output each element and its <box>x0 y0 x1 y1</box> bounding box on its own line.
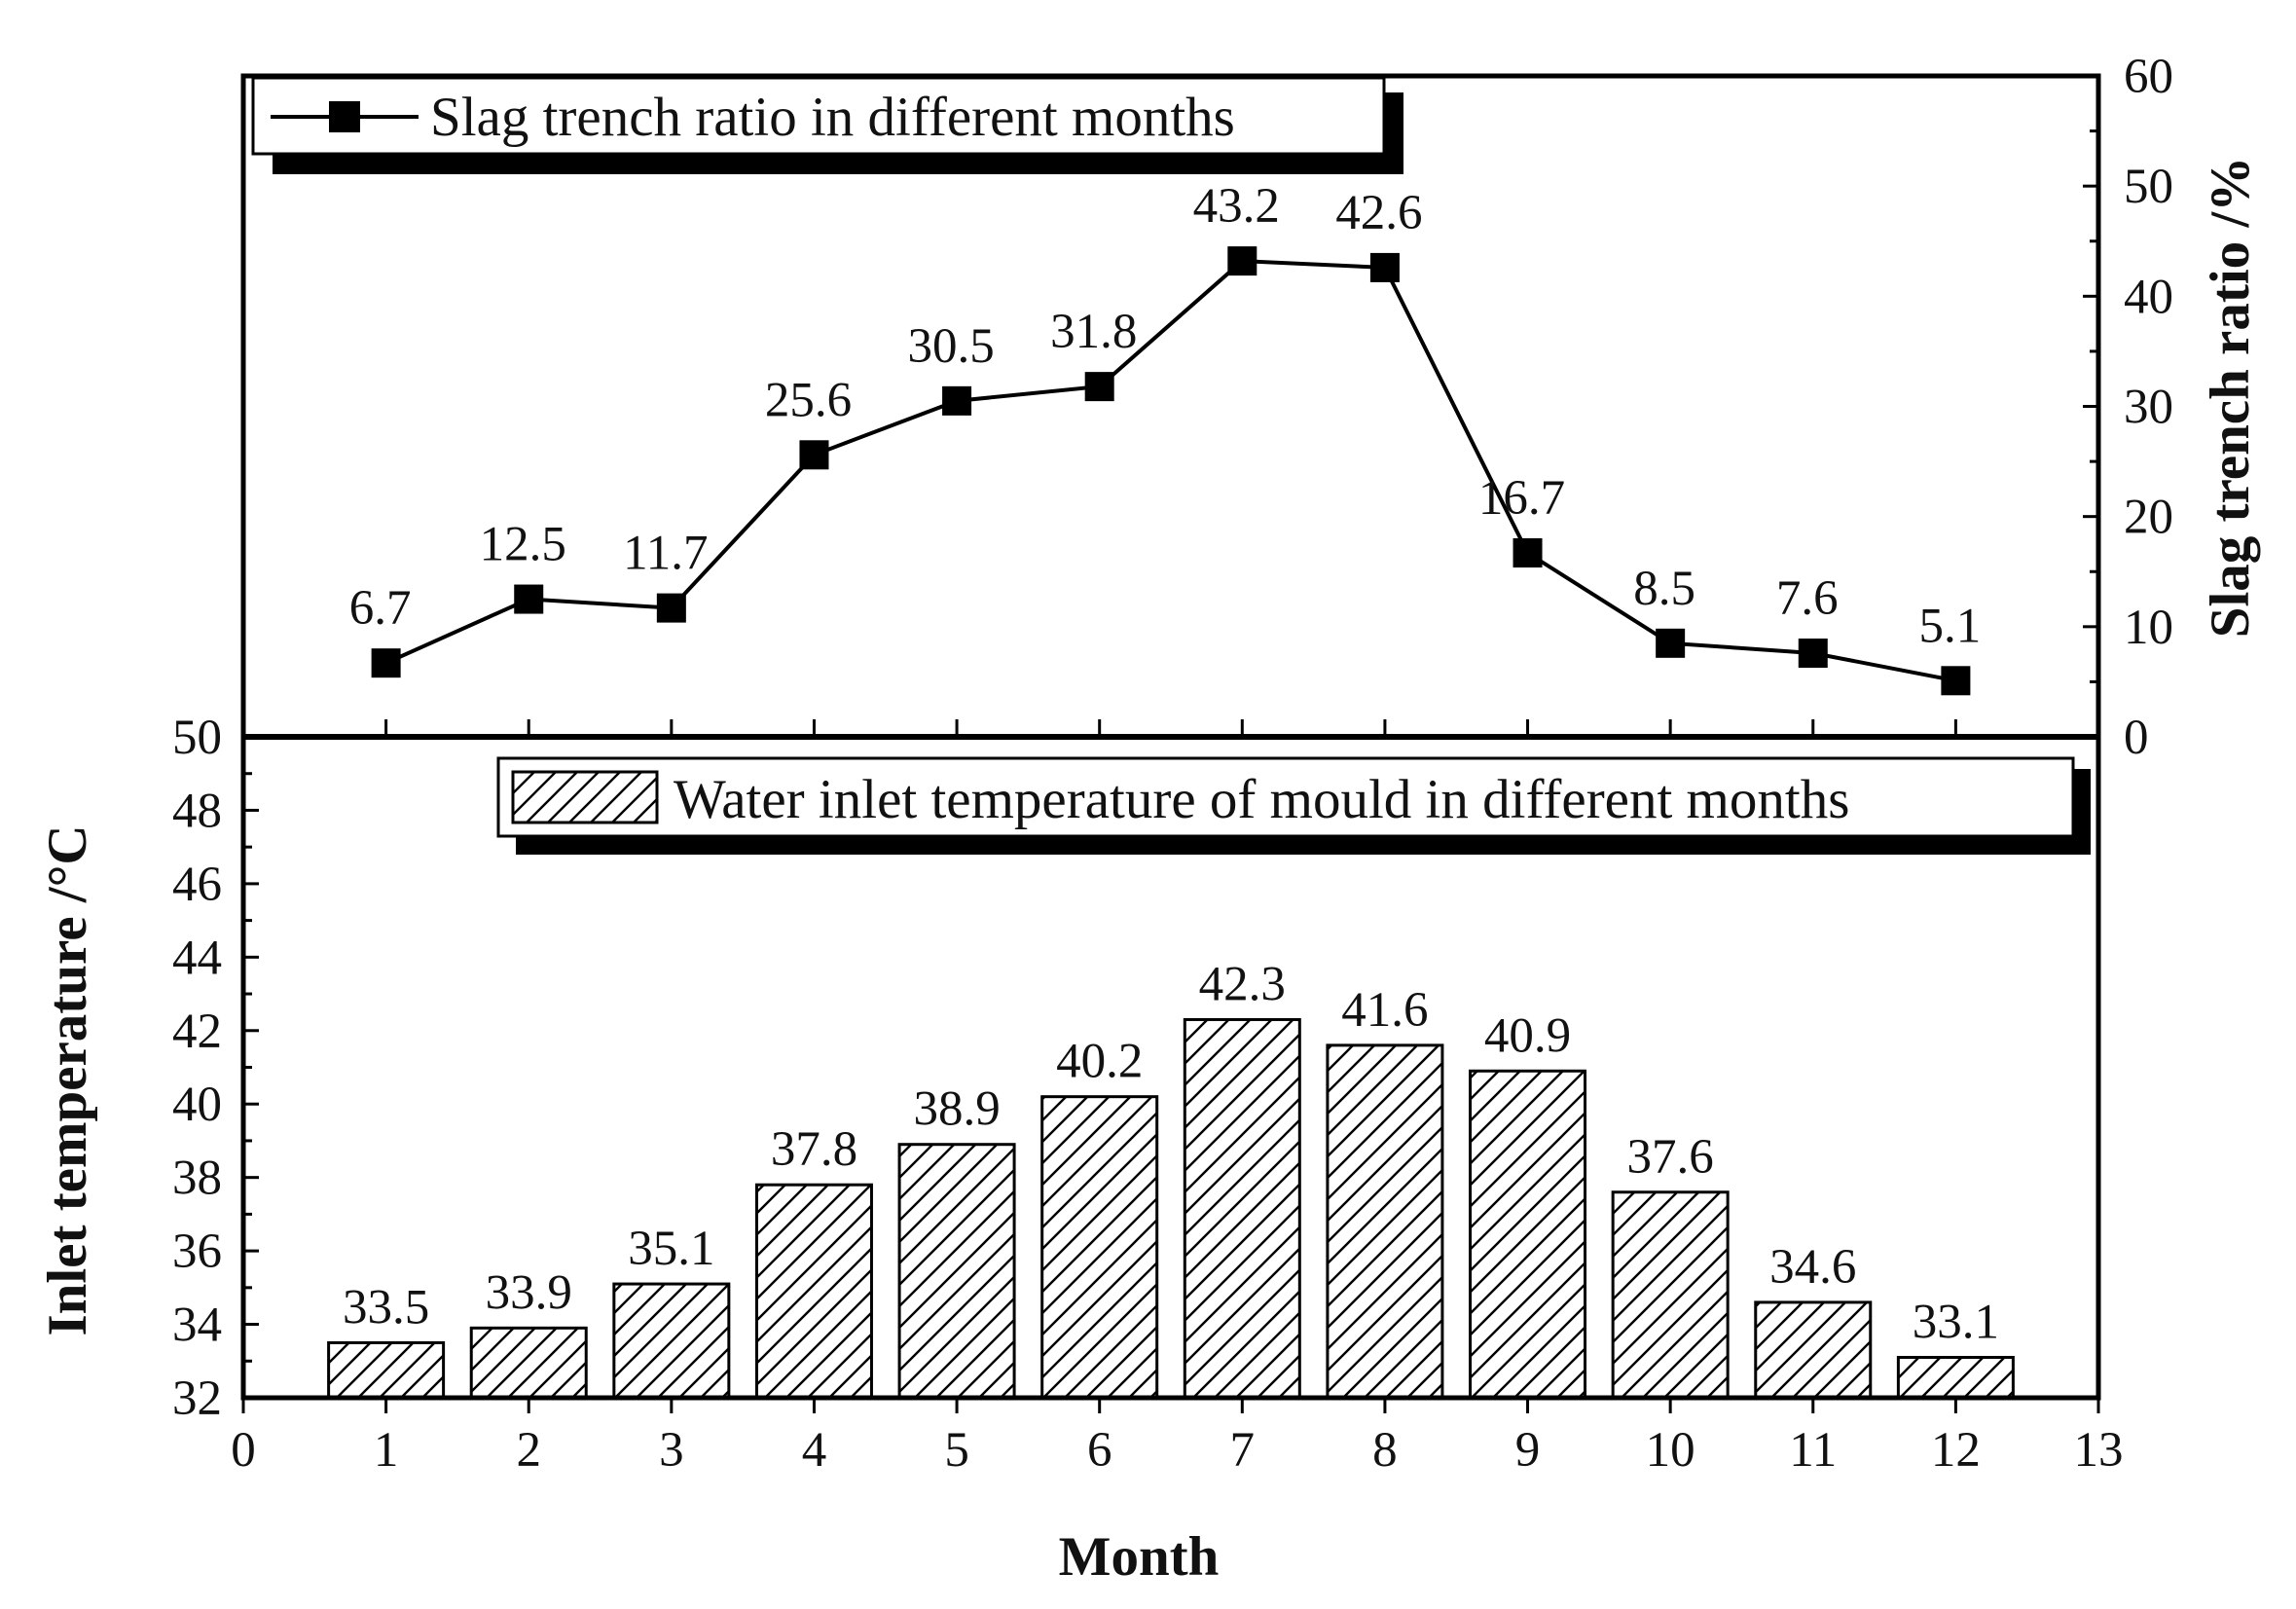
temperature-bar <box>469 1326 588 1400</box>
x-tick-label: 7 <box>1230 1423 1256 1478</box>
right-tick-label: 30 <box>2124 381 2173 435</box>
ratio-data-label: 6.7 <box>349 581 412 636</box>
slag-ratio-line <box>384 259 1956 683</box>
left-tick-label: 32 <box>172 1371 222 1426</box>
x-tick-label: 2 <box>516 1423 541 1478</box>
ratio-data-label: 42.6 <box>1335 186 1422 240</box>
temperature-data-label: 33.1 <box>1913 1296 1999 1350</box>
inlet-temperature-axis: 32 34 36 38 40 42 44 46 48 50 <box>172 711 259 1426</box>
ratio-marker <box>1512 538 1543 568</box>
x-tick-label: 11 <box>1789 1423 1837 1478</box>
right-tick-label: 40 <box>2124 270 2173 324</box>
x-axis-title: Month <box>1059 1526 1220 1588</box>
slag-ratio-markers <box>371 246 1971 696</box>
bar-legend-swatch <box>511 770 659 824</box>
right-tick-label: 60 <box>2124 50 2173 104</box>
temperature-bar <box>754 1183 873 1400</box>
inlet-temperature-bars <box>327 1017 2015 1400</box>
ratio-data-label: 5.1 <box>1919 599 1982 653</box>
right-tick-label: 50 <box>2124 160 2173 214</box>
left-tick-label: 34 <box>172 1298 222 1353</box>
x-tick-label: 0 <box>231 1423 256 1478</box>
ratio-marker <box>514 584 544 614</box>
ratio-marker <box>371 648 401 678</box>
left-tick-label: 42 <box>172 1005 222 1059</box>
temperature-bar <box>1183 1017 1301 1400</box>
ratio-marker <box>1656 628 1686 658</box>
temperature-bar <box>327 1340 446 1400</box>
temperature-data-label: 37.8 <box>771 1122 857 1177</box>
temperature-bar <box>1326 1043 1444 1400</box>
x-tick-label: 5 <box>944 1423 969 1478</box>
left-tick-label: 50 <box>172 711 222 765</box>
x-tick-label: 9 <box>1515 1423 1541 1478</box>
right-tick-label: 20 <box>2124 491 2173 545</box>
temperature-data-label: 34.6 <box>1769 1240 1856 1295</box>
left-tick-label: 48 <box>172 784 222 838</box>
left-tick-label: 36 <box>172 1225 222 1279</box>
temperature-bar <box>1469 1069 1587 1400</box>
line-legend-label: Slag trench ratio in different months <box>430 87 1235 148</box>
temperature-data-label: 40.9 <box>1484 1008 1571 1063</box>
temperature-data-label: 37.6 <box>1627 1130 1714 1185</box>
bar-legend-label: Water inlet temperature of mould in diff… <box>674 769 1849 830</box>
ratio-data-label: 12.5 <box>480 518 566 572</box>
right-axis-title: Slag trench ratio /% <box>2200 157 2261 639</box>
line-legend-swatch-marker <box>329 101 360 132</box>
ratio-data-label: 43.2 <box>1193 179 1280 234</box>
temperature-data-label: 38.9 <box>913 1082 1000 1137</box>
x-tick-label: 12 <box>1931 1423 1981 1478</box>
slag-ratio-data-labels: 6.7 12.5 11.7 25.6 30.5 31.8 43.2 42.6 16.7 8.5 7.… <box>349 179 1982 653</box>
right-tick-label: 10 <box>2124 601 2173 655</box>
ratio-marker <box>1798 638 1828 668</box>
x-tick-label: 13 <box>2074 1423 2124 1478</box>
left-tick-label: 38 <box>172 1152 222 1206</box>
bar-legend: Water inlet temperature of mould in diff… <box>496 756 2091 855</box>
line-legend-box <box>251 76 1386 156</box>
x-tick-label: 6 <box>1087 1423 1112 1478</box>
ratio-marker <box>1369 252 1400 282</box>
left-tick-label: 40 <box>172 1078 222 1132</box>
x-tick-label: 8 <box>1372 1423 1398 1478</box>
x-tick-label: 4 <box>802 1423 827 1478</box>
temperature-bar <box>612 1282 731 1400</box>
right-tick-label: 0 <box>2124 711 2149 765</box>
ratio-data-label: 7.6 <box>1776 571 1839 626</box>
ratio-marker <box>799 440 829 470</box>
ratio-data-label: 25.6 <box>765 373 852 427</box>
temperature-bar <box>1040 1095 1159 1400</box>
ratio-data-label: 11.7 <box>623 527 708 581</box>
ratio-marker <box>1084 372 1114 402</box>
temperature-data-label: 41.6 <box>1341 983 1428 1038</box>
ratio-marker <box>656 593 686 623</box>
temperature-data-label: 40.2 <box>1056 1035 1143 1089</box>
x-tick-label: 10 <box>1646 1423 1695 1478</box>
month-axis: 0 1 2 3 4 5 6 7 8 9 10 11 12 13 <box>231 719 2124 1478</box>
x-tick-label: 3 <box>659 1423 684 1478</box>
line-legend: Slag trench ratio in different months <box>251 76 1403 174</box>
temperature-data-label: 33.5 <box>343 1280 429 1335</box>
temperature-bar <box>1611 1190 1730 1400</box>
temperature-bar <box>1754 1300 1873 1400</box>
temperature-data-label: 33.9 <box>486 1265 572 1320</box>
inlet-temperature-data-labels: 33.5 33.9 35.1 37.8 38.9 40.2 42.3 41.6 40.9 37.6… <box>343 957 1999 1349</box>
ratio-data-label: 8.5 <box>1633 562 1695 616</box>
ratio-data-label: 31.8 <box>1050 305 1137 359</box>
ratio-marker <box>942 385 972 416</box>
x-tick-label: 1 <box>374 1423 399 1478</box>
ratio-marker <box>1941 666 1971 696</box>
temperature-bar <box>1896 1356 2015 1400</box>
ratio-data-label: 30.5 <box>907 319 994 374</box>
left-tick-label: 44 <box>172 931 222 985</box>
temperature-bar <box>897 1143 1016 1400</box>
left-axis-title: Inlet temperature /°C <box>37 824 98 1335</box>
ratio-marker <box>1227 246 1257 276</box>
temperature-data-label: 35.1 <box>628 1222 714 1276</box>
left-tick-label: 46 <box>172 858 222 912</box>
ratio-data-label: 16.7 <box>1478 471 1565 526</box>
temperature-data-label: 42.3 <box>1199 957 1286 1011</box>
bar-legend-box <box>496 756 2075 838</box>
slag-ratio-axis: 0 10 20 30 40 50 60 <box>2083 50 2173 765</box>
